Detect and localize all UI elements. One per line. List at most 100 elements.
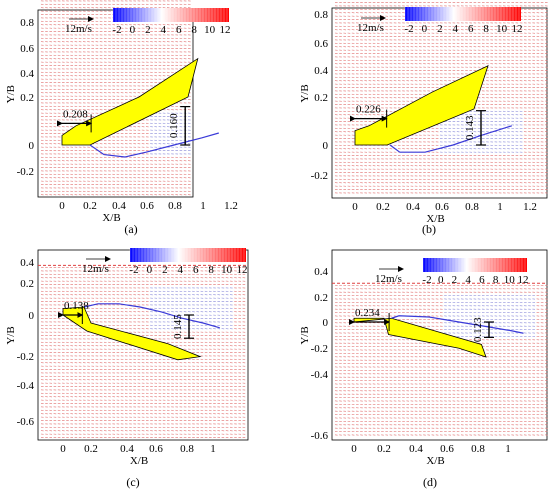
y-tick-label: 0.8: [20, 17, 34, 29]
reference-vector-label: 12m/s: [82, 263, 109, 275]
panel-caption: (d): [423, 475, 437, 489]
colorbar-tick-label: 0: [438, 274, 444, 286]
flow-profile-line: [83, 303, 220, 329]
x-tick-label: 0.4: [409, 443, 423, 455]
y-tick-label: 0.4: [20, 68, 34, 80]
colorbar-tick-label: 4: [453, 23, 459, 35]
y-axis-title: Y/B: [5, 326, 17, 344]
colorbar-tick-label: 0: [147, 264, 153, 276]
colorbar-tick-label: 6: [193, 264, 199, 276]
colorbar-tick-label: 6: [468, 23, 474, 35]
y-tick-label: -0.4: [311, 369, 329, 381]
width-annotation-label: 0.234: [355, 307, 380, 319]
x-tick-label: 1: [200, 200, 206, 212]
y-tick-label: -0.2: [311, 343, 328, 355]
x-tick-label: 0.4: [120, 443, 134, 455]
colorbar-tick-label: 10: [504, 274, 516, 286]
y-tick-label: 0.6: [314, 38, 328, 50]
y-tick-label: 0.2: [314, 92, 328, 104]
y-tick-label: 0.2: [20, 92, 34, 104]
y-tick-label: 0.4: [20, 257, 34, 269]
colorbar-tick-label: -2: [422, 274, 431, 286]
x-tick-label: 1: [210, 443, 216, 455]
width-annotation-label: 0.226: [356, 104, 381, 116]
colorbar-tick-label: -2: [112, 24, 121, 36]
y-tick-label: 0: [323, 317, 329, 329]
vector-field: [40, 267, 246, 438]
x-tick-label: 0: [60, 443, 66, 455]
flow-profile-line: [389, 125, 512, 153]
x-tick-label: 0.2: [377, 443, 391, 455]
x-tick-label: 0: [352, 201, 358, 213]
colorbar-tick-label: 8: [493, 274, 499, 286]
y-tick-label: 0.8: [314, 9, 328, 21]
x-tick-label: 0: [351, 443, 357, 455]
x-axis-title: X/B: [426, 213, 444, 225]
x-tick-label: 0.6: [435, 201, 449, 213]
x-tick-label: 0.8: [168, 200, 182, 212]
panel-caption: (c): [126, 475, 139, 489]
colorbar-tick-label: 4: [161, 24, 167, 36]
x-tick-label: 0.8: [471, 443, 485, 455]
x-axis-title: X/B: [130, 455, 148, 467]
y-tick-label: 0.4: [314, 65, 328, 77]
colorbar-tick-label: 10: [221, 264, 233, 276]
colorbar: [423, 258, 527, 272]
x-tick-label: 1: [497, 201, 503, 213]
x-tick-label: 0.2: [83, 200, 97, 212]
y-tick-label: -0.2: [311, 170, 328, 182]
x-tick-label: 0.8: [180, 443, 194, 455]
colorbar-tick-label: 8: [191, 24, 197, 36]
reference-vector-label: 12m/s: [357, 22, 384, 34]
y-tick-label: -0.4: [17, 380, 35, 392]
width-annotation-label: 0.208: [63, 108, 88, 120]
x-tick-label: 0.4: [112, 200, 126, 212]
y-tick-label: 0: [29, 310, 35, 322]
y-tick-label: 0: [29, 140, 35, 152]
y-tick-label: 0.2: [314, 292, 328, 304]
colorbar-tick-label: 0: [130, 24, 136, 36]
colorbar-tick-label: 8: [483, 23, 489, 35]
colorbar-tick-label: 2: [145, 24, 151, 36]
colorbar-tick-label: 8: [208, 264, 214, 276]
colorbar-tick-label: 12: [518, 274, 529, 286]
y-tick-label: -0.6: [311, 430, 329, 442]
y-tick-label: 0.4: [314, 266, 328, 278]
x-tick-label: 0.8: [465, 201, 479, 213]
colorbar-tick-label: 12: [220, 24, 231, 36]
colorbar: [113, 8, 229, 22]
x-tick-label: 0: [59, 200, 65, 212]
colorbar-tick-label: 4: [178, 264, 184, 276]
flow-profile-line: [89, 132, 219, 158]
colorbar-tick-label: 2: [452, 274, 458, 286]
y-axis-title: Y/B: [299, 84, 311, 102]
colorbar-tick-label: 12: [512, 23, 523, 35]
colorbar-tick-label: 4: [465, 274, 471, 286]
x-tick-label: 0.4: [406, 201, 420, 213]
colorbar-tick-label: -2: [404, 23, 413, 35]
reference-vector-label: 12m/s: [65, 23, 92, 35]
x-tick-label: 1.2: [523, 201, 537, 213]
plot-frame: [331, 249, 548, 441]
vector-field: [334, 284, 548, 436]
y-axis-title: Y/B: [5, 85, 17, 103]
x-tick-label: 0.6: [440, 443, 454, 455]
colorbar-tick-label: 10: [496, 23, 508, 35]
colorbar: [130, 248, 246, 262]
panel-caption: (b): [422, 222, 436, 236]
hull-section: [61, 57, 199, 146]
hull-section: [354, 65, 489, 146]
x-tick-label: 0.2: [376, 201, 390, 213]
y-tick-label: 0.6: [20, 43, 34, 55]
x-axis-title: X/B: [426, 455, 444, 467]
colorbar-tick-label: 2: [437, 23, 443, 35]
colorbar: [405, 7, 521, 21]
y-axis-title: Y/B: [299, 326, 311, 344]
colorbar-tick-label: 10: [204, 24, 216, 36]
y-tick-label: -0.2: [17, 166, 34, 178]
